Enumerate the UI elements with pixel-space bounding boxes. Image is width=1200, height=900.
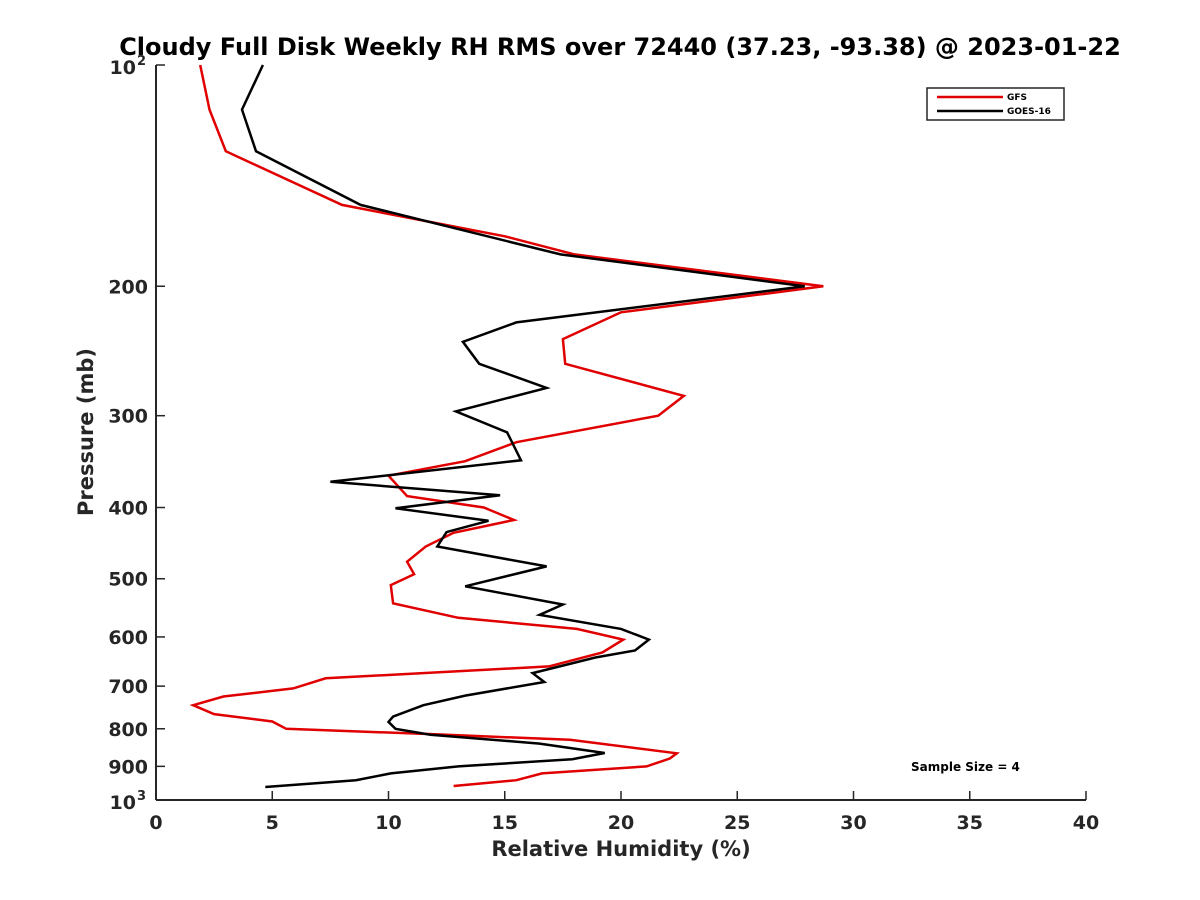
y-tick-label-exponent: 2 [137, 54, 146, 69]
x-axis-ticks: 0 5 10 15 20 25 30 35 40 [149, 791, 1099, 834]
y-tick-label: 200 [108, 276, 148, 298]
y-tick-label: 600 [108, 627, 148, 649]
series-line-goes-16 [240, 64, 805, 789]
y-tick-label: 900 [108, 756, 148, 778]
y-axis-label: Pressure (mb) [74, 348, 98, 516]
y-tick-label-exponent: 3 [137, 789, 146, 804]
chart-title: Cloudy Full Disk Weekly RH RMS over 7244… [119, 33, 1121, 61]
y-tick-label: 800 [108, 719, 148, 741]
x-tick-label: 0 [149, 812, 162, 834]
series-line-gfs [189, 64, 824, 788]
data-series [189, 64, 824, 789]
legend-label-gfs: GFS [1007, 93, 1027, 103]
y-tick-label: 300 [108, 406, 148, 428]
x-tick-label: 30 [840, 812, 866, 834]
y-tick-label-power: 10 2 [110, 54, 147, 79]
y-tick-label: 700 [108, 676, 148, 698]
x-axis-label: Relative Humidity (%) [491, 837, 750, 861]
x-tick-label: 40 [1073, 812, 1099, 834]
y-tick-label-power: 10 3 [110, 789, 147, 814]
legend-label-goes-16: GOES-16 [1007, 107, 1051, 117]
x-tick-label: 25 [724, 812, 750, 834]
legend-box [926, 87, 1065, 121]
y-tick-label: 500 [108, 569, 148, 591]
x-tick-label: 15 [492, 812, 518, 834]
plot-area [155, 65, 1086, 801]
legend: GFS GOES-16 [926, 87, 1065, 121]
x-tick-label: 10 [375, 812, 401, 834]
x-tick-label: 5 [266, 812, 279, 834]
y-tick-label-base: 10 [110, 57, 136, 79]
sample-size-annotation: Sample Size = 4 [911, 760, 1020, 774]
x-tick-label: 20 [608, 812, 634, 834]
y-tick-label-base: 10 [110, 792, 136, 814]
y-tick-label: 400 [108, 498, 148, 520]
x-tick-label: 35 [957, 812, 983, 834]
